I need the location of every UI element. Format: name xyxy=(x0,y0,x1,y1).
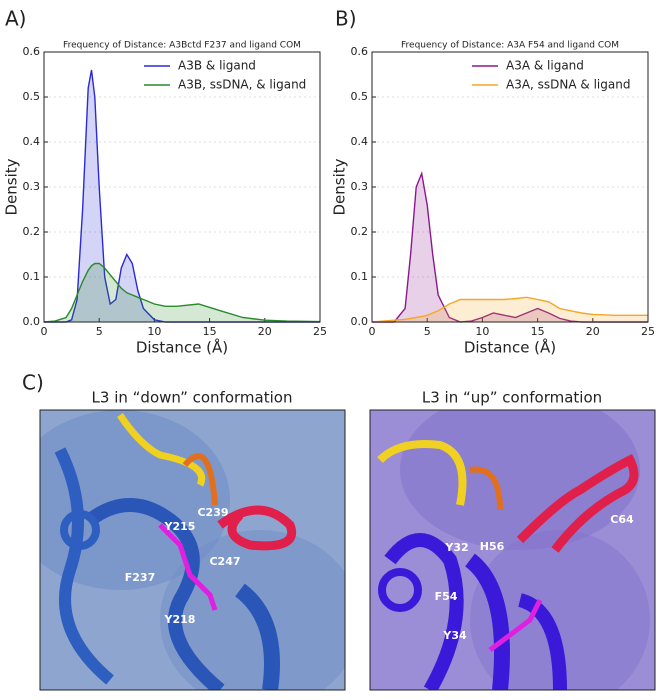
y-tick-label: 0.2 xyxy=(23,225,41,238)
panel-label: A) xyxy=(5,7,26,31)
y-tick-label: 0.5 xyxy=(23,90,41,103)
x-tick-label: 25 xyxy=(641,325,655,338)
image-title: L3 in “up” conformation xyxy=(422,389,602,407)
x-tick-label: 0 xyxy=(41,325,48,338)
area-fill xyxy=(44,263,320,322)
panel-label: C) xyxy=(22,371,44,395)
y-axis-label: Density xyxy=(331,158,349,215)
y-tick-label: 0.0 xyxy=(23,315,41,328)
structure-image xyxy=(370,410,655,690)
image-title: L3 in “down” conformation xyxy=(92,389,293,407)
legend-label: A3B & ligand xyxy=(178,59,256,73)
plot-frame xyxy=(371,51,649,323)
x-tick-label: 5 xyxy=(96,325,103,338)
residue-label: F54 xyxy=(435,590,458,603)
plot-frame xyxy=(43,51,321,323)
x-tick-label: 5 xyxy=(424,325,431,338)
x-tick-label: 20 xyxy=(258,325,272,338)
y-tick-label: 0.4 xyxy=(351,135,369,148)
x-axis-label: Distance (Å) xyxy=(136,338,228,357)
residue-label: Y218 xyxy=(164,613,196,626)
x-tick-label: 15 xyxy=(203,325,217,338)
x-tick-label: 0 xyxy=(369,325,376,338)
y-tick-label: 0.4 xyxy=(23,135,41,148)
residue-label: C247 xyxy=(209,555,240,568)
y-tick-label: 0.6 xyxy=(351,45,369,58)
y-tick-label: 0.3 xyxy=(23,180,41,193)
area-fill xyxy=(372,297,648,322)
x-tick-label: 25 xyxy=(313,325,327,338)
x-tick-label: 10 xyxy=(147,325,161,338)
line xyxy=(43,262,321,323)
residue-label: C64 xyxy=(610,513,634,526)
structure-image xyxy=(40,410,345,690)
legend-label: A3B, ssDNA, & ligand xyxy=(178,78,306,92)
legend-label: A3A & ligand xyxy=(506,59,584,73)
residue-label: H56 xyxy=(480,540,505,553)
x-tick-label: 10 xyxy=(475,325,489,338)
panel-label: B) xyxy=(335,7,357,31)
chart-title: Frequency of Distance: A3A F54 and ligan… xyxy=(401,41,619,51)
y-tick-label: 0.3 xyxy=(351,180,369,193)
image-frame xyxy=(39,409,346,691)
y-tick-label: 0.6 xyxy=(23,45,41,58)
y-axis-label: Density xyxy=(3,158,21,215)
y-tick-label: 0.1 xyxy=(23,270,41,283)
residue-label: C239 xyxy=(197,506,228,519)
y-tick-label: 0.1 xyxy=(351,270,369,283)
area-fill xyxy=(372,173,648,322)
x-axis-label: Distance (Å) xyxy=(464,338,556,357)
residue-label: Y34 xyxy=(442,629,467,642)
residue-label: Y215 xyxy=(164,520,196,533)
line xyxy=(372,170,648,323)
chart-title: Frequency of Distance: A3Bctd F237 and l… xyxy=(63,41,301,51)
y-tick-label: 0.2 xyxy=(351,225,369,238)
y-tick-label: 0.0 xyxy=(351,315,369,328)
residue-label: Y32 xyxy=(444,541,468,554)
legend-label: A3A, ssDNA & ligand xyxy=(506,78,630,92)
image-frame xyxy=(369,409,656,691)
line xyxy=(371,296,648,323)
x-tick-label: 15 xyxy=(531,325,545,338)
y-tick-label: 0.5 xyxy=(351,90,369,103)
x-tick-label: 20 xyxy=(586,325,600,338)
residue-label: F237 xyxy=(125,571,155,584)
